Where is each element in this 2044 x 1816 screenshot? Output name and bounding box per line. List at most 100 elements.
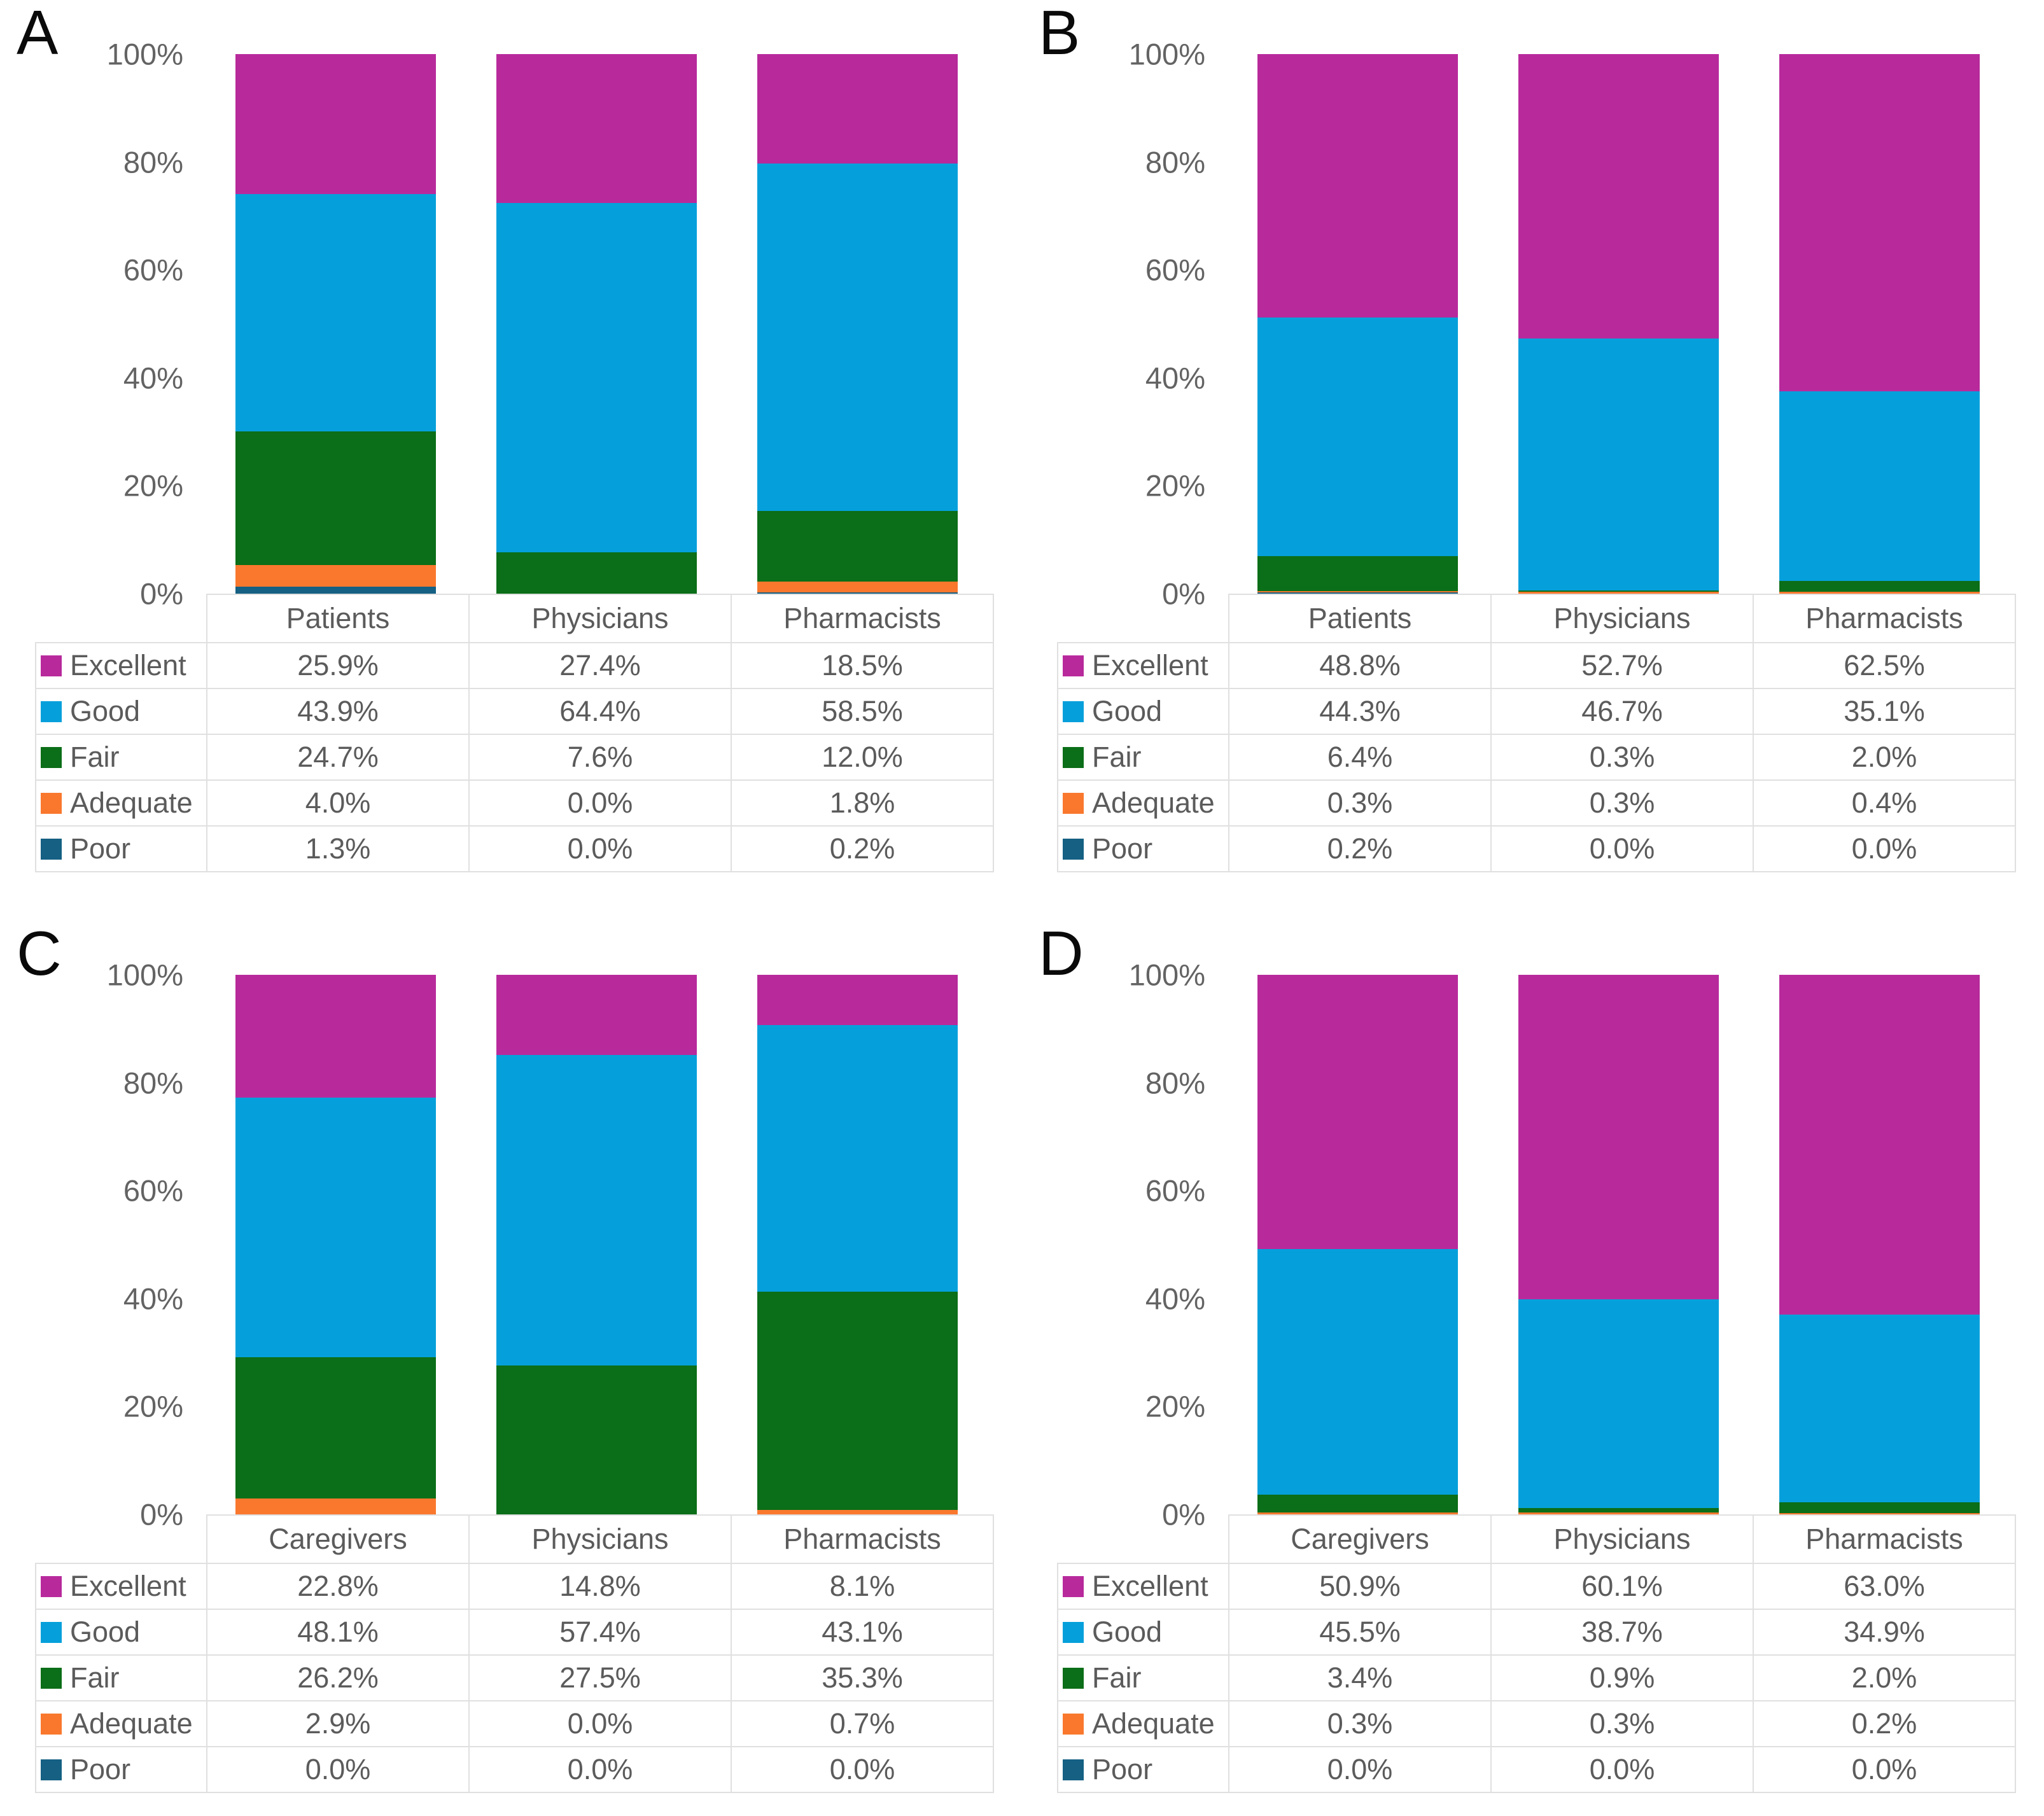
legend-label: Adequate — [1092, 1707, 1215, 1740]
category-slot-pharmacists — [1749, 54, 2010, 594]
stacked-bar-chart: 100% 80% 60% 40% 20% 0% — [1022, 38, 2010, 611]
category-slot-physicians — [1488, 54, 1749, 594]
table-row-fair: Fair 6.4% 0.3% 2.0% — [1057, 734, 2016, 781]
value-cell-excellent-caregivers: 22.8% — [206, 1563, 470, 1610]
table-row-good: Good 44.3% 46.7% 35.1% — [1057, 688, 2016, 735]
bar-segment-good — [235, 194, 436, 432]
legend-swatch-icon-excellent — [41, 655, 62, 676]
category-slot-pharmacists — [727, 54, 988, 594]
stacked-bar-chart: 100% 80% 60% 40% 20% 0% — [0, 38, 988, 611]
stacked-bar-patients — [1257, 54, 1458, 594]
column-header-caregivers: Caregivers — [206, 1514, 470, 1564]
value-cell-good-caregivers: 45.5% — [1228, 1609, 1492, 1656]
table-row-adequate: Adequate 0.3% 0.3% 0.4% — [1057, 779, 2016, 827]
bar-segment-excellent — [1779, 54, 1980, 391]
legend-entry-fair: Fair — [1058, 741, 1228, 774]
legend-swatch-icon-poor — [41, 1759, 62, 1780]
stacked-bar-physicians — [496, 54, 697, 594]
bar-segment-fair — [757, 510, 958, 582]
value-cell-adequate-pharmacists: 1.8% — [731, 779, 994, 827]
y-axis-tick-label: 40% — [123, 1282, 183, 1316]
legend-swatch-icon-poor — [1063, 838, 1084, 860]
table-corner-blank — [1058, 1515, 1229, 1563]
legend-label: Fair — [70, 741, 120, 773]
bar-segment-excellent — [235, 54, 436, 195]
table-row-good: Good 45.5% 38.7% 34.9% — [1057, 1609, 2016, 1656]
value-cell-fair-caregivers: 26.2% — [206, 1654, 470, 1701]
y-axis: 100% 80% 60% 40% 20% 0% — [1022, 958, 1227, 1532]
legend-swatch-icon-adequate — [41, 792, 62, 814]
legend-entry-good: Good — [36, 695, 206, 728]
column-header-patients: Patients — [1228, 594, 1492, 643]
value-cell-excellent-patients: 25.9% — [206, 642, 470, 689]
data-table: Caregivers Physicians Pharmacists Excellen… — [35, 1514, 994, 1793]
bar-segment-adequate — [757, 582, 958, 593]
y-axis-tick-label: 60% — [1145, 1173, 1205, 1208]
value-cell-good-pharmacists: 43.1% — [731, 1609, 994, 1656]
panel-letter-label: C — [17, 918, 62, 988]
value-cell-poor-pharmacists: 0.0% — [1753, 825, 2016, 872]
legend-label: Excellent — [1092, 1570, 1208, 1602]
panel-letter-label: D — [1039, 918, 1084, 988]
legend-cell-poor: Poor — [1057, 825, 1229, 872]
y-axis-tick-label: 20% — [123, 1389, 183, 1423]
bar-segment-good — [235, 1098, 436, 1358]
legend-swatch-icon-poor — [1063, 1759, 1084, 1780]
bar-segment-fair — [235, 1357, 436, 1499]
value-cell-good-pharmacists: 34.9% — [1753, 1609, 2016, 1656]
legend-label: Excellent — [1092, 649, 1208, 681]
value-cell-adequate-physicians: 0.0% — [468, 1700, 732, 1747]
table-row-fair: Fair 24.7% 7.6% 12.0% — [35, 734, 994, 781]
stacked-bar-physicians — [496, 975, 697, 1514]
legend-entry-good: Good — [1058, 1616, 1228, 1649]
value-cell-excellent-caregivers: 50.9% — [1228, 1563, 1492, 1610]
table-row-poor: Poor 0.2% 0.0% 0.0% — [1057, 825, 2016, 872]
legend-swatch-icon-fair — [41, 1667, 62, 1689]
value-cell-poor-pharmacists: 0.0% — [1753, 1746, 2016, 1793]
legend-cell-poor: Poor — [35, 825, 207, 872]
legend-entry-excellent: Excellent — [1058, 649, 1228, 682]
plot-area — [1227, 54, 2010, 594]
legend-entry-good: Good — [36, 1616, 206, 1649]
legend-entry-adequate: Adequate — [36, 1707, 206, 1740]
table-row-excellent: Excellent 25.9% 27.4% 18.5% — [35, 642, 994, 689]
value-cell-fair-caregivers: 3.4% — [1228, 1654, 1492, 1701]
bar-segment-excellent — [1518, 975, 1719, 1299]
legend-entry-poor: Poor — [1058, 1753, 1228, 1786]
legend-entry-excellent: Excellent — [36, 1570, 206, 1603]
legend-label: Poor — [1092, 832, 1153, 865]
value-cell-adequate-pharmacists: 0.4% — [1753, 779, 2016, 827]
legend-entry-good: Good — [1058, 695, 1228, 728]
legend-cell-poor: Poor — [1057, 1746, 1229, 1793]
legend-label: Good — [70, 695, 141, 727]
legend-entry-adequate: Adequate — [1058, 1707, 1228, 1740]
value-cell-excellent-pharmacists: 8.1% — [731, 1563, 994, 1610]
value-cell-excellent-pharmacists: 18.5% — [731, 642, 994, 689]
bar-segment-adequate — [1257, 590, 1458, 593]
bar-segment-good — [757, 1024, 958, 1292]
value-cell-adequate-physicians: 0.3% — [1490, 1700, 1754, 1747]
table-row-adequate: Adequate 2.9% 0.0% 0.7% — [35, 1700, 994, 1747]
bar-segment-fair — [757, 1291, 958, 1511]
value-cell-good-pharmacists: 35.1% — [1753, 688, 2016, 735]
chart-panel: A 100% 80% 60% 40% 20% 0% Patients Physicians P… — [0, 0, 1022, 921]
y-axis-tick-label: 0% — [1162, 576, 1205, 611]
value-cell-adequate-physicians: 0.3% — [1490, 779, 1754, 827]
table-corner-blank — [36, 594, 207, 643]
bar-segment-poor — [235, 586, 436, 594]
legend-label: Good — [70, 1616, 141, 1648]
y-axis-tick-label: 60% — [123, 1173, 183, 1208]
table-row-good: Good 48.1% 57.4% 43.1% — [35, 1609, 994, 1656]
value-cell-fair-pharmacists: 2.0% — [1753, 1654, 2016, 1701]
y-axis-tick-label: 60% — [123, 253, 183, 287]
table-body: Excellent 50.9% 60.1% 63.0% Good 45.5% 38.7% 34… — [1057, 1563, 2016, 1793]
value-cell-fair-pharmacists: 12.0% — [731, 734, 994, 781]
table-header-row: Patients Physicians Pharmacists — [1058, 594, 2016, 643]
stacked-bar-caregivers — [1257, 975, 1458, 1514]
y-axis-tick-label: 60% — [1145, 253, 1205, 287]
chart-panel: C 100% 80% 60% 40% 20% 0% Caregivers Physician… — [0, 921, 1022, 1816]
legend-swatch-icon-excellent — [1063, 1575, 1084, 1597]
legend-cell-adequate: Adequate — [1057, 779, 1229, 827]
bar-segment-good — [1779, 391, 1980, 581]
legend-label: Fair — [70, 1661, 120, 1694]
